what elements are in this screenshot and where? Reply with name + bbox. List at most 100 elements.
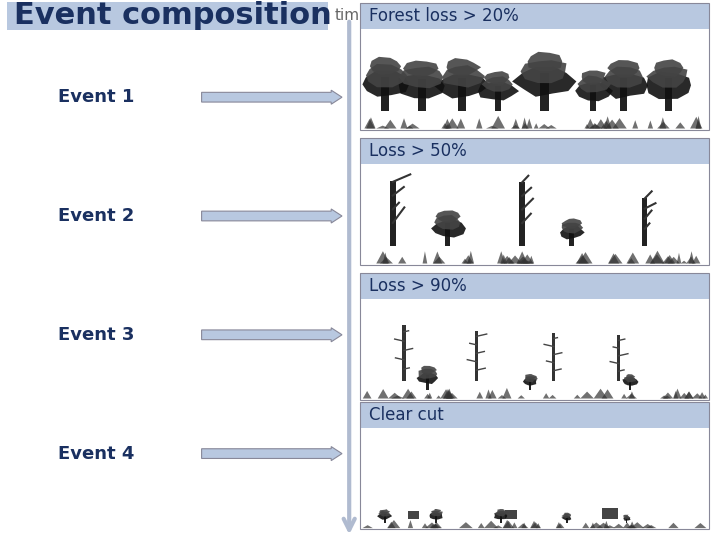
FancyArrow shape [202,209,342,223]
Polygon shape [505,510,517,519]
Polygon shape [431,219,466,238]
Polygon shape [528,256,534,264]
Polygon shape [377,513,392,519]
Polygon shape [521,254,534,264]
Polygon shape [433,252,442,264]
Polygon shape [556,522,562,528]
Polygon shape [582,523,590,528]
Polygon shape [624,376,636,382]
Polygon shape [521,123,528,129]
Polygon shape [459,522,473,528]
Polygon shape [500,254,507,264]
Polygon shape [463,255,474,264]
Polygon shape [422,523,428,528]
Polygon shape [604,525,616,528]
Polygon shape [685,392,693,399]
Polygon shape [562,222,583,233]
Polygon shape [504,257,515,264]
Polygon shape [456,118,465,129]
Polygon shape [642,198,647,246]
Polygon shape [662,393,673,399]
Polygon shape [543,393,549,399]
Polygon shape [629,522,635,528]
Polygon shape [488,390,497,399]
Polygon shape [595,119,607,129]
Text: Event 2: Event 2 [58,207,134,225]
Text: Loss > 90%: Loss > 90% [369,276,467,295]
Polygon shape [387,520,400,528]
Polygon shape [684,392,693,399]
Polygon shape [444,119,451,129]
Polygon shape [430,524,436,528]
Polygon shape [668,523,679,528]
Polygon shape [417,373,438,384]
Polygon shape [425,523,438,528]
Polygon shape [430,513,443,519]
Polygon shape [446,389,453,399]
Polygon shape [498,251,505,264]
Polygon shape [362,525,373,528]
Polygon shape [474,330,478,381]
Polygon shape [675,123,685,129]
Text: Loss > 50%: Loss > 50% [369,141,467,160]
Text: Clear cut: Clear cut [369,406,444,424]
Text: Event 4: Event 4 [58,444,134,463]
Polygon shape [522,261,534,264]
Polygon shape [494,511,508,516]
Polygon shape [626,394,637,399]
Polygon shape [539,73,549,111]
FancyBboxPatch shape [360,3,709,29]
Polygon shape [630,522,644,528]
Polygon shape [703,395,708,399]
Polygon shape [384,514,386,523]
Polygon shape [501,256,513,264]
Polygon shape [629,392,635,399]
Polygon shape [590,523,595,528]
Polygon shape [406,126,413,129]
Polygon shape [570,228,574,246]
Polygon shape [446,58,481,76]
Polygon shape [384,120,397,129]
Polygon shape [366,64,407,87]
Polygon shape [686,256,696,264]
Polygon shape [626,253,639,264]
Polygon shape [431,509,441,514]
Polygon shape [525,376,538,382]
Polygon shape [376,126,390,129]
Polygon shape [600,121,612,129]
Polygon shape [582,71,606,85]
Polygon shape [418,79,426,111]
Polygon shape [603,116,611,129]
Polygon shape [485,389,492,399]
Polygon shape [560,225,585,239]
Polygon shape [381,77,390,111]
FancyBboxPatch shape [360,164,709,265]
Polygon shape [613,524,624,528]
Polygon shape [446,118,459,129]
Polygon shape [484,71,509,85]
Polygon shape [511,522,518,528]
Polygon shape [602,508,618,519]
FancyBboxPatch shape [360,299,709,400]
Polygon shape [526,118,532,129]
Polygon shape [370,57,401,75]
Polygon shape [418,369,437,379]
Polygon shape [647,67,688,87]
Polygon shape [590,123,600,129]
Polygon shape [617,335,620,381]
FancyBboxPatch shape [360,402,709,428]
Polygon shape [446,393,458,399]
Polygon shape [433,75,490,98]
Polygon shape [577,253,588,264]
Polygon shape [528,52,562,71]
Polygon shape [623,515,629,517]
Polygon shape [444,389,453,399]
Polygon shape [434,215,460,230]
Polygon shape [688,251,695,264]
Polygon shape [625,374,635,379]
Polygon shape [530,521,538,528]
Polygon shape [660,395,668,399]
Polygon shape [398,257,406,264]
Polygon shape [647,71,691,99]
Polygon shape [680,261,688,264]
